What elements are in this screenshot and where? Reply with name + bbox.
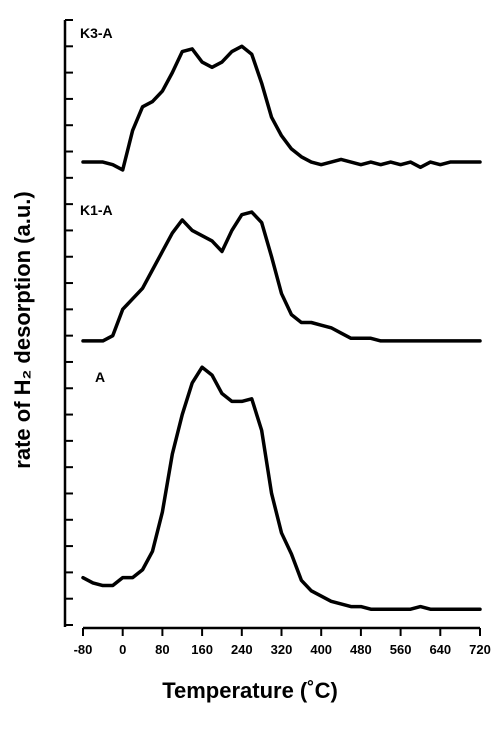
series-label: K1-A (80, 202, 113, 218)
data-line (81, 365, 482, 611)
x-tick-label: -80 (74, 642, 93, 657)
x-tick-label: 640 (429, 642, 451, 657)
x-tick-label: 400 (310, 642, 332, 657)
y-axis-title: rate of H₂ desorption (a.u.) (10, 191, 35, 468)
data-line (81, 44, 482, 172)
x-tick-label: 0 (119, 642, 126, 657)
x-tick-label: 160 (191, 642, 213, 657)
x-tick-label: 240 (231, 642, 253, 657)
series-label: K3-A (80, 25, 113, 41)
x-tick-label: 80 (155, 642, 169, 657)
x-tick-label: 320 (271, 642, 293, 657)
data-line (81, 210, 482, 343)
x-axis-title: Temperature (˚C) (162, 678, 338, 703)
x-tick-label: 560 (390, 642, 412, 657)
series-label: A (95, 369, 105, 385)
x-tick-label: 480 (350, 642, 372, 657)
x-tick-label: 720 (469, 642, 491, 657)
